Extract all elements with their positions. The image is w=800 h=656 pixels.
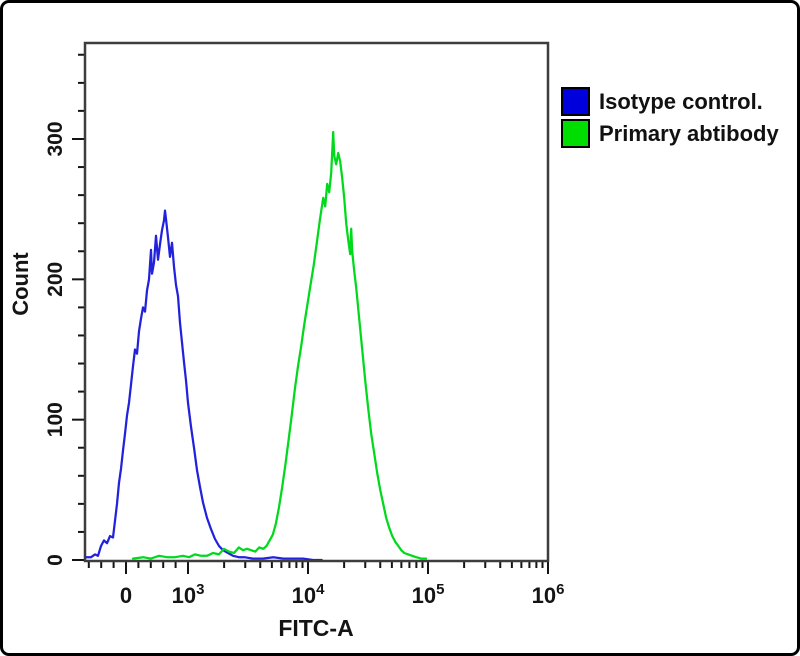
- legend-item-isotype-control: Isotype control.: [561, 87, 779, 116]
- svg-text:0: 0: [120, 583, 132, 608]
- svg-text:300: 300: [44, 121, 67, 156]
- svg-text:103: 103: [172, 581, 205, 608]
- svg-text:105: 105: [412, 581, 445, 608]
- primary-antibody-curve: [131, 130, 428, 560]
- y-axis-ticks: [72, 53, 85, 561]
- svg-text:104: 104: [292, 581, 325, 608]
- isotype-control-curve: [86, 209, 323, 560]
- histogram-chart: 0 100 200 300 0 103 104 105 106: [44, 41, 565, 608]
- legend-label-isotype-control: Isotype control.: [599, 89, 763, 114]
- x-axis-title: FITC-A: [278, 615, 354, 641]
- y-axis-title: Count: [8, 252, 33, 316]
- svg-text:106: 106: [532, 581, 565, 608]
- svg-text:0: 0: [44, 554, 67, 566]
- legend: Isotype control. Primary abtibody: [561, 87, 779, 148]
- plot-border: [83, 41, 550, 563]
- x-axis-tick-labels: 0 103 104 105 106: [120, 581, 565, 608]
- svg-text:100: 100: [44, 402, 67, 437]
- primary-antibody-swatch-icon: [561, 119, 590, 148]
- legend-item-primary-antibody: Primary abtibody: [561, 119, 779, 148]
- legend-label-primary-antibody: Primary abtibody: [599, 121, 779, 146]
- isotype-control-swatch-icon: [561, 87, 590, 116]
- svg-text:200: 200: [44, 262, 67, 297]
- x-axis-ticks: [87, 561, 549, 574]
- y-axis-tick-labels: 0 100 200 300: [44, 121, 67, 565]
